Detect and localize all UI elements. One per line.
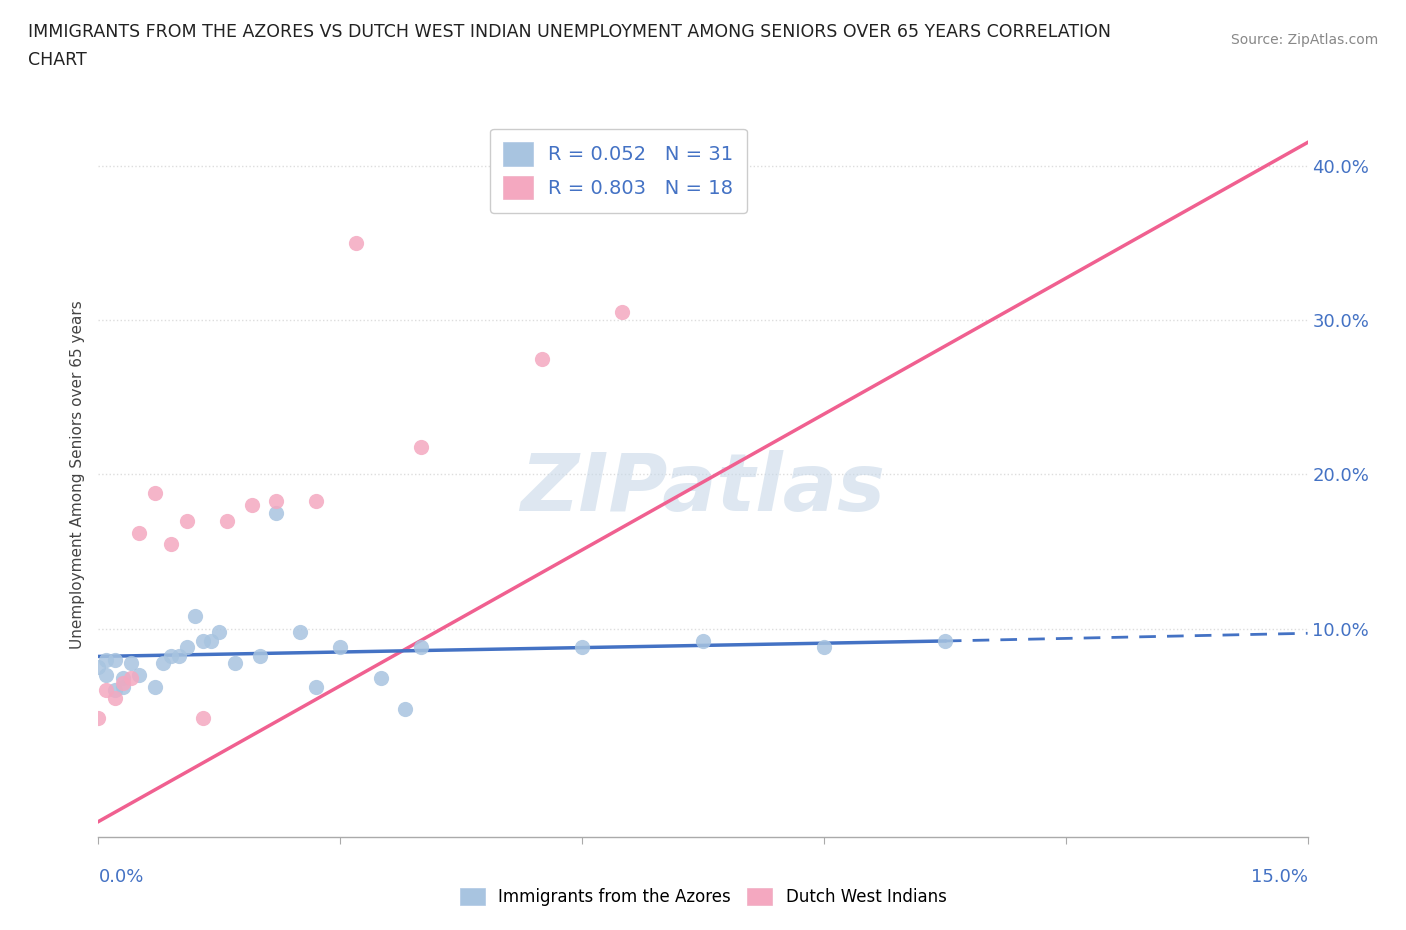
Point	[176, 640, 198, 655]
Point	[128, 525, 150, 540]
Point	[111, 675, 134, 690]
Point	[329, 640, 352, 655]
Point	[571, 640, 593, 655]
Point	[143, 485, 166, 500]
Point	[305, 493, 328, 508]
Point	[813, 640, 835, 655]
Point	[934, 633, 956, 648]
Text: IMMIGRANTS FROM THE AZORES VS DUTCH WEST INDIAN UNEMPLOYMENT AMONG SENIORS OVER : IMMIGRANTS FROM THE AZORES VS DUTCH WEST…	[28, 23, 1111, 41]
Point	[96, 683, 118, 698]
Point	[217, 513, 239, 528]
Point	[224, 655, 246, 670]
Point	[87, 711, 110, 725]
Point	[530, 352, 553, 366]
Legend: R = 0.052   N = 31, R = 0.803   N = 18: R = 0.052 N = 31, R = 0.803 N = 18	[489, 128, 747, 213]
Point	[200, 633, 222, 648]
Point	[370, 671, 392, 685]
Point	[394, 701, 416, 716]
Text: ZIPatlas: ZIPatlas	[520, 450, 886, 528]
Point	[176, 513, 198, 528]
Point	[96, 652, 118, 667]
Point	[87, 659, 110, 674]
Point	[103, 683, 125, 698]
Point	[120, 655, 142, 670]
Point	[167, 649, 190, 664]
Point	[240, 498, 263, 512]
Point	[409, 439, 432, 454]
Point	[264, 505, 287, 520]
Point	[96, 668, 118, 683]
Point	[344, 235, 367, 250]
Point	[208, 624, 231, 639]
Point	[111, 671, 134, 685]
Point	[249, 649, 271, 664]
Point	[160, 537, 183, 551]
Text: 0.0%: 0.0%	[98, 868, 143, 886]
Point	[143, 680, 166, 695]
Point	[288, 624, 311, 639]
Point	[184, 609, 207, 624]
Legend: Immigrants from the Azores, Dutch West Indians: Immigrants from the Azores, Dutch West I…	[453, 881, 953, 912]
Point	[120, 671, 142, 685]
Point	[103, 691, 125, 706]
Point	[160, 649, 183, 664]
Point	[305, 680, 328, 695]
Point	[409, 640, 432, 655]
Text: 15.0%: 15.0%	[1250, 868, 1308, 886]
Point	[128, 668, 150, 683]
Y-axis label: Unemployment Among Seniors over 65 years: Unemployment Among Seniors over 65 years	[69, 300, 84, 649]
Point	[152, 655, 174, 670]
Point	[193, 711, 215, 725]
Point	[692, 633, 714, 648]
Point	[612, 305, 634, 320]
Point	[111, 680, 134, 695]
Point	[264, 493, 287, 508]
Text: CHART: CHART	[28, 51, 87, 69]
Point	[103, 652, 125, 667]
Text: Source: ZipAtlas.com: Source: ZipAtlas.com	[1230, 33, 1378, 46]
Point	[193, 633, 215, 648]
